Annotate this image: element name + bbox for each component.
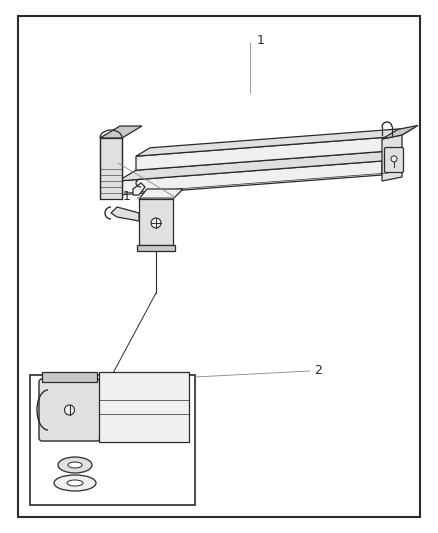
Polygon shape: [42, 372, 97, 382]
Polygon shape: [100, 138, 122, 199]
Polygon shape: [382, 125, 418, 139]
Polygon shape: [139, 199, 173, 245]
Polygon shape: [118, 161, 382, 195]
Ellipse shape: [64, 405, 74, 415]
Ellipse shape: [58, 457, 92, 473]
Text: 2: 2: [314, 365, 322, 377]
Polygon shape: [137, 245, 175, 251]
Polygon shape: [111, 207, 139, 221]
Polygon shape: [118, 150, 400, 181]
Ellipse shape: [67, 480, 83, 486]
Polygon shape: [133, 183, 145, 195]
Polygon shape: [100, 126, 142, 138]
Polygon shape: [382, 135, 402, 181]
Polygon shape: [99, 372, 189, 442]
Ellipse shape: [68, 462, 82, 468]
Polygon shape: [136, 136, 400, 170]
Text: 1: 1: [257, 34, 265, 46]
Polygon shape: [136, 128, 414, 156]
Ellipse shape: [151, 218, 161, 228]
Ellipse shape: [391, 156, 397, 162]
FancyBboxPatch shape: [385, 148, 403, 173]
FancyBboxPatch shape: [39, 379, 100, 441]
Text: 1: 1: [123, 190, 131, 204]
Bar: [30, 375, 195, 505]
Ellipse shape: [54, 475, 96, 491]
Polygon shape: [139, 189, 183, 199]
